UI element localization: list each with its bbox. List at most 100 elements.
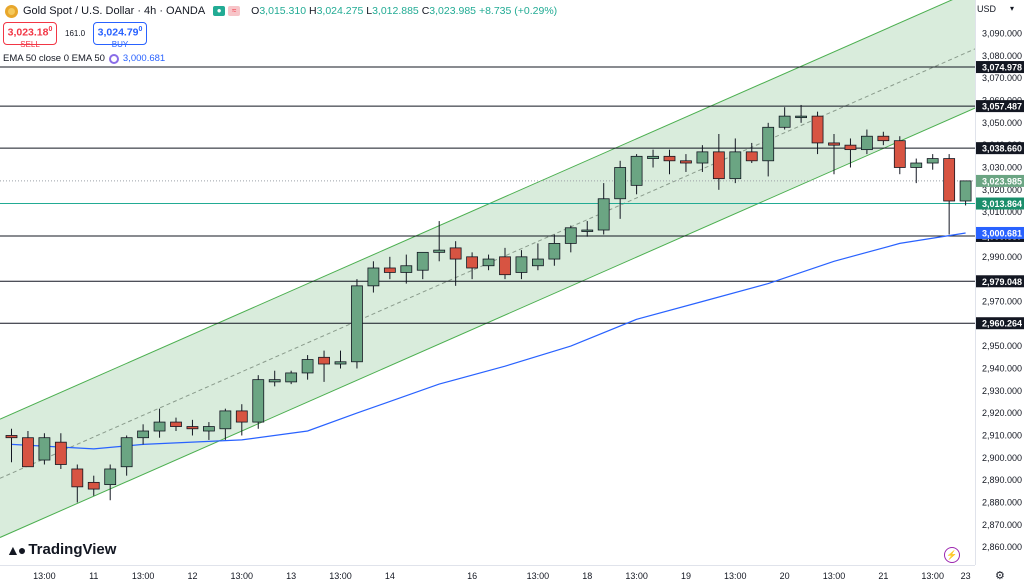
buy-button[interactable]: 3,024.790 BUY bbox=[93, 22, 148, 49]
candle-down bbox=[712, 151, 725, 180]
y-tick-label: 3,020.000 bbox=[982, 185, 1022, 195]
sell-button[interactable]: 3,023.180 SELL bbox=[3, 22, 57, 49]
hline-price-tag-bg bbox=[976, 61, 1024, 74]
candle-up bbox=[696, 151, 709, 164]
chevron-down-icon[interactable]: ▾ bbox=[1009, 4, 1014, 13]
hline-price-tag: 3,038.660 bbox=[982, 144, 1022, 154]
ohlc-values: O3,015.310 H3,024.275 L3,012.885 C3,023.… bbox=[251, 5, 557, 17]
wave-icon[interactable]: ≈ bbox=[228, 6, 241, 16]
candle-up bbox=[778, 115, 791, 128]
candle-up bbox=[861, 135, 873, 151]
candle-up bbox=[729, 151, 742, 180]
chart-header: Gold Spot / U.S. Dollar · 4h · OANDA ● ≈… bbox=[0, 0, 557, 22]
time-axis-bg bbox=[0, 565, 1024, 583]
symbol-title[interactable]: Gold Spot / U.S. Dollar · 4h · OANDA bbox=[23, 5, 206, 17]
flash-icon[interactable]: ⚡ bbox=[944, 547, 960, 563]
candle-up bbox=[334, 361, 347, 365]
x-tick-label: 20 bbox=[780, 571, 790, 581]
x-tick-label: 13:00 bbox=[625, 571, 648, 581]
candle-up bbox=[153, 421, 166, 432]
x-tick-label: 13:00 bbox=[724, 571, 747, 581]
hline-price-tag: 2,960.264 bbox=[982, 319, 1022, 329]
open-value: 3,015.310 bbox=[259, 5, 307, 17]
x-tick-label: 13:00 bbox=[132, 571, 155, 581]
sell-price-sup: 0 bbox=[48, 26, 53, 33]
x-tick-label: 16 bbox=[467, 571, 477, 581]
x-tick-label: 13:00 bbox=[823, 571, 846, 581]
settings-gear-icon[interactable]: ⚙ bbox=[995, 570, 1005, 582]
x-tick-label: 21 bbox=[878, 571, 888, 581]
candle-up bbox=[910, 162, 923, 168]
candle-up bbox=[104, 468, 117, 486]
buy-price: 3,024.79 bbox=[97, 26, 139, 39]
price-axis-bg bbox=[975, 0, 1024, 583]
candle-down bbox=[745, 151, 758, 162]
candle-up bbox=[630, 155, 643, 186]
channel-mid-line bbox=[0, 48, 975, 479]
open-label: O bbox=[251, 5, 260, 17]
candle-up bbox=[597, 198, 610, 231]
candle-up bbox=[400, 265, 413, 273]
candle-down bbox=[680, 160, 692, 164]
horizontal-lines[interactable] bbox=[0, 66, 975, 324]
candle-down bbox=[186, 426, 199, 430]
tradingview-wordmark: TradingView bbox=[28, 541, 117, 558]
x-tick-label: 13:00 bbox=[921, 571, 944, 581]
parallel-channel[interactable] bbox=[0, 0, 982, 538]
indicator-label: EMA 50 close 0 EMA 50 bbox=[3, 53, 105, 64]
y-tick-label: 3,090.000 bbox=[982, 28, 1022, 38]
x-tick-label: 13 bbox=[286, 571, 296, 581]
candle-down bbox=[844, 144, 857, 151]
candle-up bbox=[301, 359, 314, 374]
low-value: 3,012.885 bbox=[372, 5, 419, 17]
time-axis[interactable]: 13:00 11 13:00 12 13:00 13 13:00 14 16 13:00 18 13:… bbox=[0, 565, 1024, 583]
change-value: +8.735 (+0.29%) bbox=[478, 5, 558, 17]
buy-label: BUY bbox=[111, 39, 129, 49]
price-axis[interactable]: 2,860.000 2,870.000 2,880.000 2,890.000 2,90… bbox=[975, 0, 1024, 583]
hline-price-tag: 3,074.978 bbox=[982, 63, 1022, 73]
y-tick-label: 2,950.000 bbox=[982, 341, 1022, 351]
candle-up bbox=[120, 437, 133, 468]
y-tick-label: 2,920.000 bbox=[982, 408, 1022, 418]
y-tick-label: 2,870.000 bbox=[982, 520, 1022, 530]
y-tick-label: 2,970.000 bbox=[982, 296, 1022, 306]
x-tick-label: 18 bbox=[582, 571, 592, 581]
sell-price: 3,023.18 bbox=[7, 26, 49, 39]
candle-down bbox=[71, 468, 84, 488]
x-tick-label: 23 bbox=[961, 571, 971, 581]
high-label: H bbox=[308, 5, 317, 17]
tradingview-logo: ▲● TradingView bbox=[6, 541, 116, 558]
x-tick-label: 13:00 bbox=[231, 571, 254, 581]
candle-down bbox=[449, 247, 462, 260]
y-tick-label: 2,940.000 bbox=[982, 363, 1022, 373]
candle-down bbox=[87, 481, 100, 490]
candle-down bbox=[22, 437, 34, 468]
channel-upper-line bbox=[0, 0, 953, 420]
indicator-legend[interactable]: EMA 50 close 0 EMA 50 3,000.681 bbox=[3, 53, 165, 64]
candle-down bbox=[499, 256, 511, 276]
ema-line bbox=[11, 232, 966, 450]
candle-up bbox=[252, 379, 265, 423]
candle-up bbox=[795, 115, 807, 119]
candle-up bbox=[482, 258, 495, 267]
currency-selector[interactable]: USD bbox=[976, 4, 996, 14]
candle-down bbox=[893, 140, 906, 168]
candle-up bbox=[351, 285, 363, 363]
ema-price-tag: 3,000.681 bbox=[982, 228, 1022, 238]
candle-up bbox=[367, 267, 380, 287]
x-tick-label: 13:00 bbox=[33, 571, 56, 581]
gold-symbol-icon bbox=[5, 4, 18, 18]
y-tick-label: 2,860.000 bbox=[982, 542, 1022, 552]
close-value: 3,023.985 bbox=[429, 5, 477, 17]
price-axis-labels: 3,074.9783,057.4873,038.6602,999.3372,97… bbox=[976, 61, 1024, 330]
sell-label: SELL bbox=[20, 39, 40, 49]
high-value: 3,024.275 bbox=[316, 5, 364, 17]
market-open-icon[interactable]: ● bbox=[213, 6, 226, 16]
candle-down bbox=[663, 155, 676, 162]
candle-down bbox=[54, 441, 67, 465]
candle-down bbox=[811, 115, 824, 144]
candle-down bbox=[235, 410, 248, 423]
channel-lower-line bbox=[0, 107, 975, 538]
candle-up bbox=[433, 249, 446, 253]
